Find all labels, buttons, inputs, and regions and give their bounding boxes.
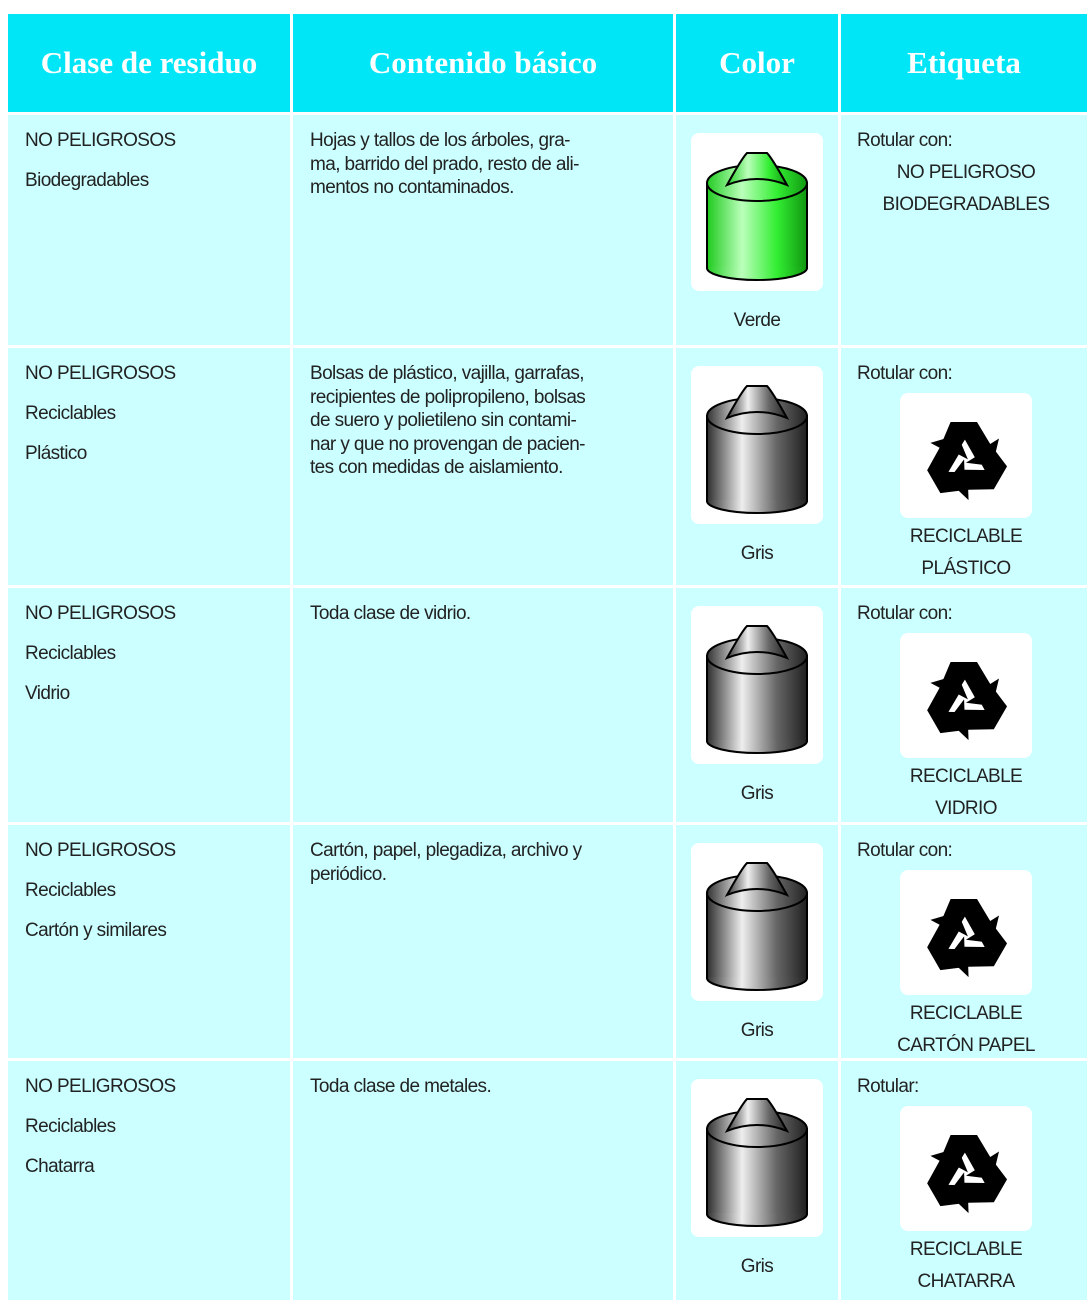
- contenido-text: Hojas y tallos de los árboles, gra-: [310, 130, 571, 151]
- contenido-text: mentos no contaminados.: [310, 177, 514, 198]
- row-cell: [293, 1061, 673, 1300]
- recycle-icon: [916, 662, 1014, 749]
- clase-text: Cartón y similares: [25, 920, 167, 941]
- contenido-text: tes con medidas de aislamiento.: [310, 457, 563, 478]
- clase-text: NO PELIGROSOS: [25, 363, 176, 384]
- etiqueta-text: RECICLABLE: [909, 526, 1023, 547]
- contenido-text: Bolsas de plástico, vajilla, garrafas,: [310, 363, 585, 384]
- contenido-text: nar y que no provengan de pacien-: [310, 433, 586, 455]
- etiqueta-text: VIDRIO: [935, 798, 997, 819]
- etiqueta-text: CHATARRA: [917, 1271, 1015, 1292]
- etiqueta-text: RECICLABLE: [909, 1003, 1023, 1024]
- row-cell: [8, 115, 290, 345]
- contenido-text: periódico.: [310, 863, 387, 885]
- color-label: Gris: [740, 543, 774, 564]
- contenido-text: Cartón, papel, plegadiza, archivo y: [310, 840, 582, 861]
- contenido-text: recipientes de polipropileno, bolsas: [310, 386, 586, 408]
- etiqueta-text: RECICLABLE: [909, 766, 1023, 787]
- recycle-icon: [916, 1135, 1014, 1222]
- clase-text: Reciclables: [25, 403, 116, 424]
- header-cell: Clase de residuo: [8, 14, 290, 112]
- etiqueta-prefix: Rotular con:: [857, 840, 953, 861]
- bin-icon: [706, 1098, 808, 1227]
- row-cell: [8, 348, 290, 585]
- clase-text: Reciclables: [25, 643, 116, 664]
- header-cell: Color: [676, 14, 838, 112]
- clase-text: NO PELIGROSOS: [25, 603, 176, 624]
- header-cell: Contenido básico: [293, 14, 673, 112]
- contenido-text: Toda clase de metales.: [310, 1076, 492, 1097]
- etiqueta-text: BIODEGRADABLES: [882, 194, 1050, 215]
- etiqueta-text: CARTÓN PAPEL: [897, 1035, 1035, 1056]
- row-cell: [293, 825, 673, 1058]
- etiqueta-text: PLÁSTICO: [921, 558, 1011, 579]
- row-cell: [8, 588, 290, 822]
- etiqueta-prefix: Rotular:: [857, 1076, 919, 1097]
- clase-text: Plástico: [25, 443, 87, 464]
- clase-text: Chatarra: [25, 1156, 95, 1177]
- contenido-text: Toda clase de vidrio.: [310, 603, 471, 624]
- bin-icon: [706, 625, 808, 754]
- clase-text: NO PELIGROSOS: [25, 840, 176, 861]
- clase-text: Reciclables: [25, 880, 116, 901]
- color-label: Gris: [740, 1256, 774, 1277]
- row-cell: [293, 348, 673, 585]
- color-label: Verde: [733, 310, 781, 331]
- row-cell: [8, 1061, 290, 1300]
- recycle-icon: [916, 422, 1014, 509]
- row-cell: [8, 825, 290, 1058]
- row-cell: [841, 115, 1087, 345]
- row-cell: [293, 588, 673, 822]
- clase-text: NO PELIGROSOS: [25, 130, 176, 151]
- bin-icon: [706, 862, 808, 991]
- etiqueta-prefix: Rotular con:: [857, 363, 953, 384]
- color-label: Gris: [740, 783, 774, 804]
- etiqueta-text: RECICLABLE: [909, 1239, 1023, 1260]
- bin-icon: [706, 152, 808, 281]
- color-label: Gris: [740, 1020, 774, 1041]
- contenido-text: de suero y polietileno sin contami-: [310, 410, 577, 431]
- clase-text: Reciclables: [25, 1116, 116, 1137]
- clase-text: Vidrio: [25, 683, 70, 704]
- header-cell: Etiqueta: [841, 14, 1087, 112]
- recycle-icon: [916, 899, 1014, 986]
- etiqueta-prefix: Rotular con:: [857, 603, 953, 624]
- etiqueta-prefix: Rotular con:: [857, 130, 953, 151]
- etiqueta-text: NO PELIGROSO: [896, 162, 1036, 183]
- bin-icon: [706, 385, 808, 514]
- clase-text: NO PELIGROSOS: [25, 1076, 176, 1097]
- contenido-text: ma, barrido del prado, resto de ali-: [310, 153, 579, 175]
- row-cell: [293, 115, 673, 345]
- clase-text: Biodegradables: [25, 170, 149, 191]
